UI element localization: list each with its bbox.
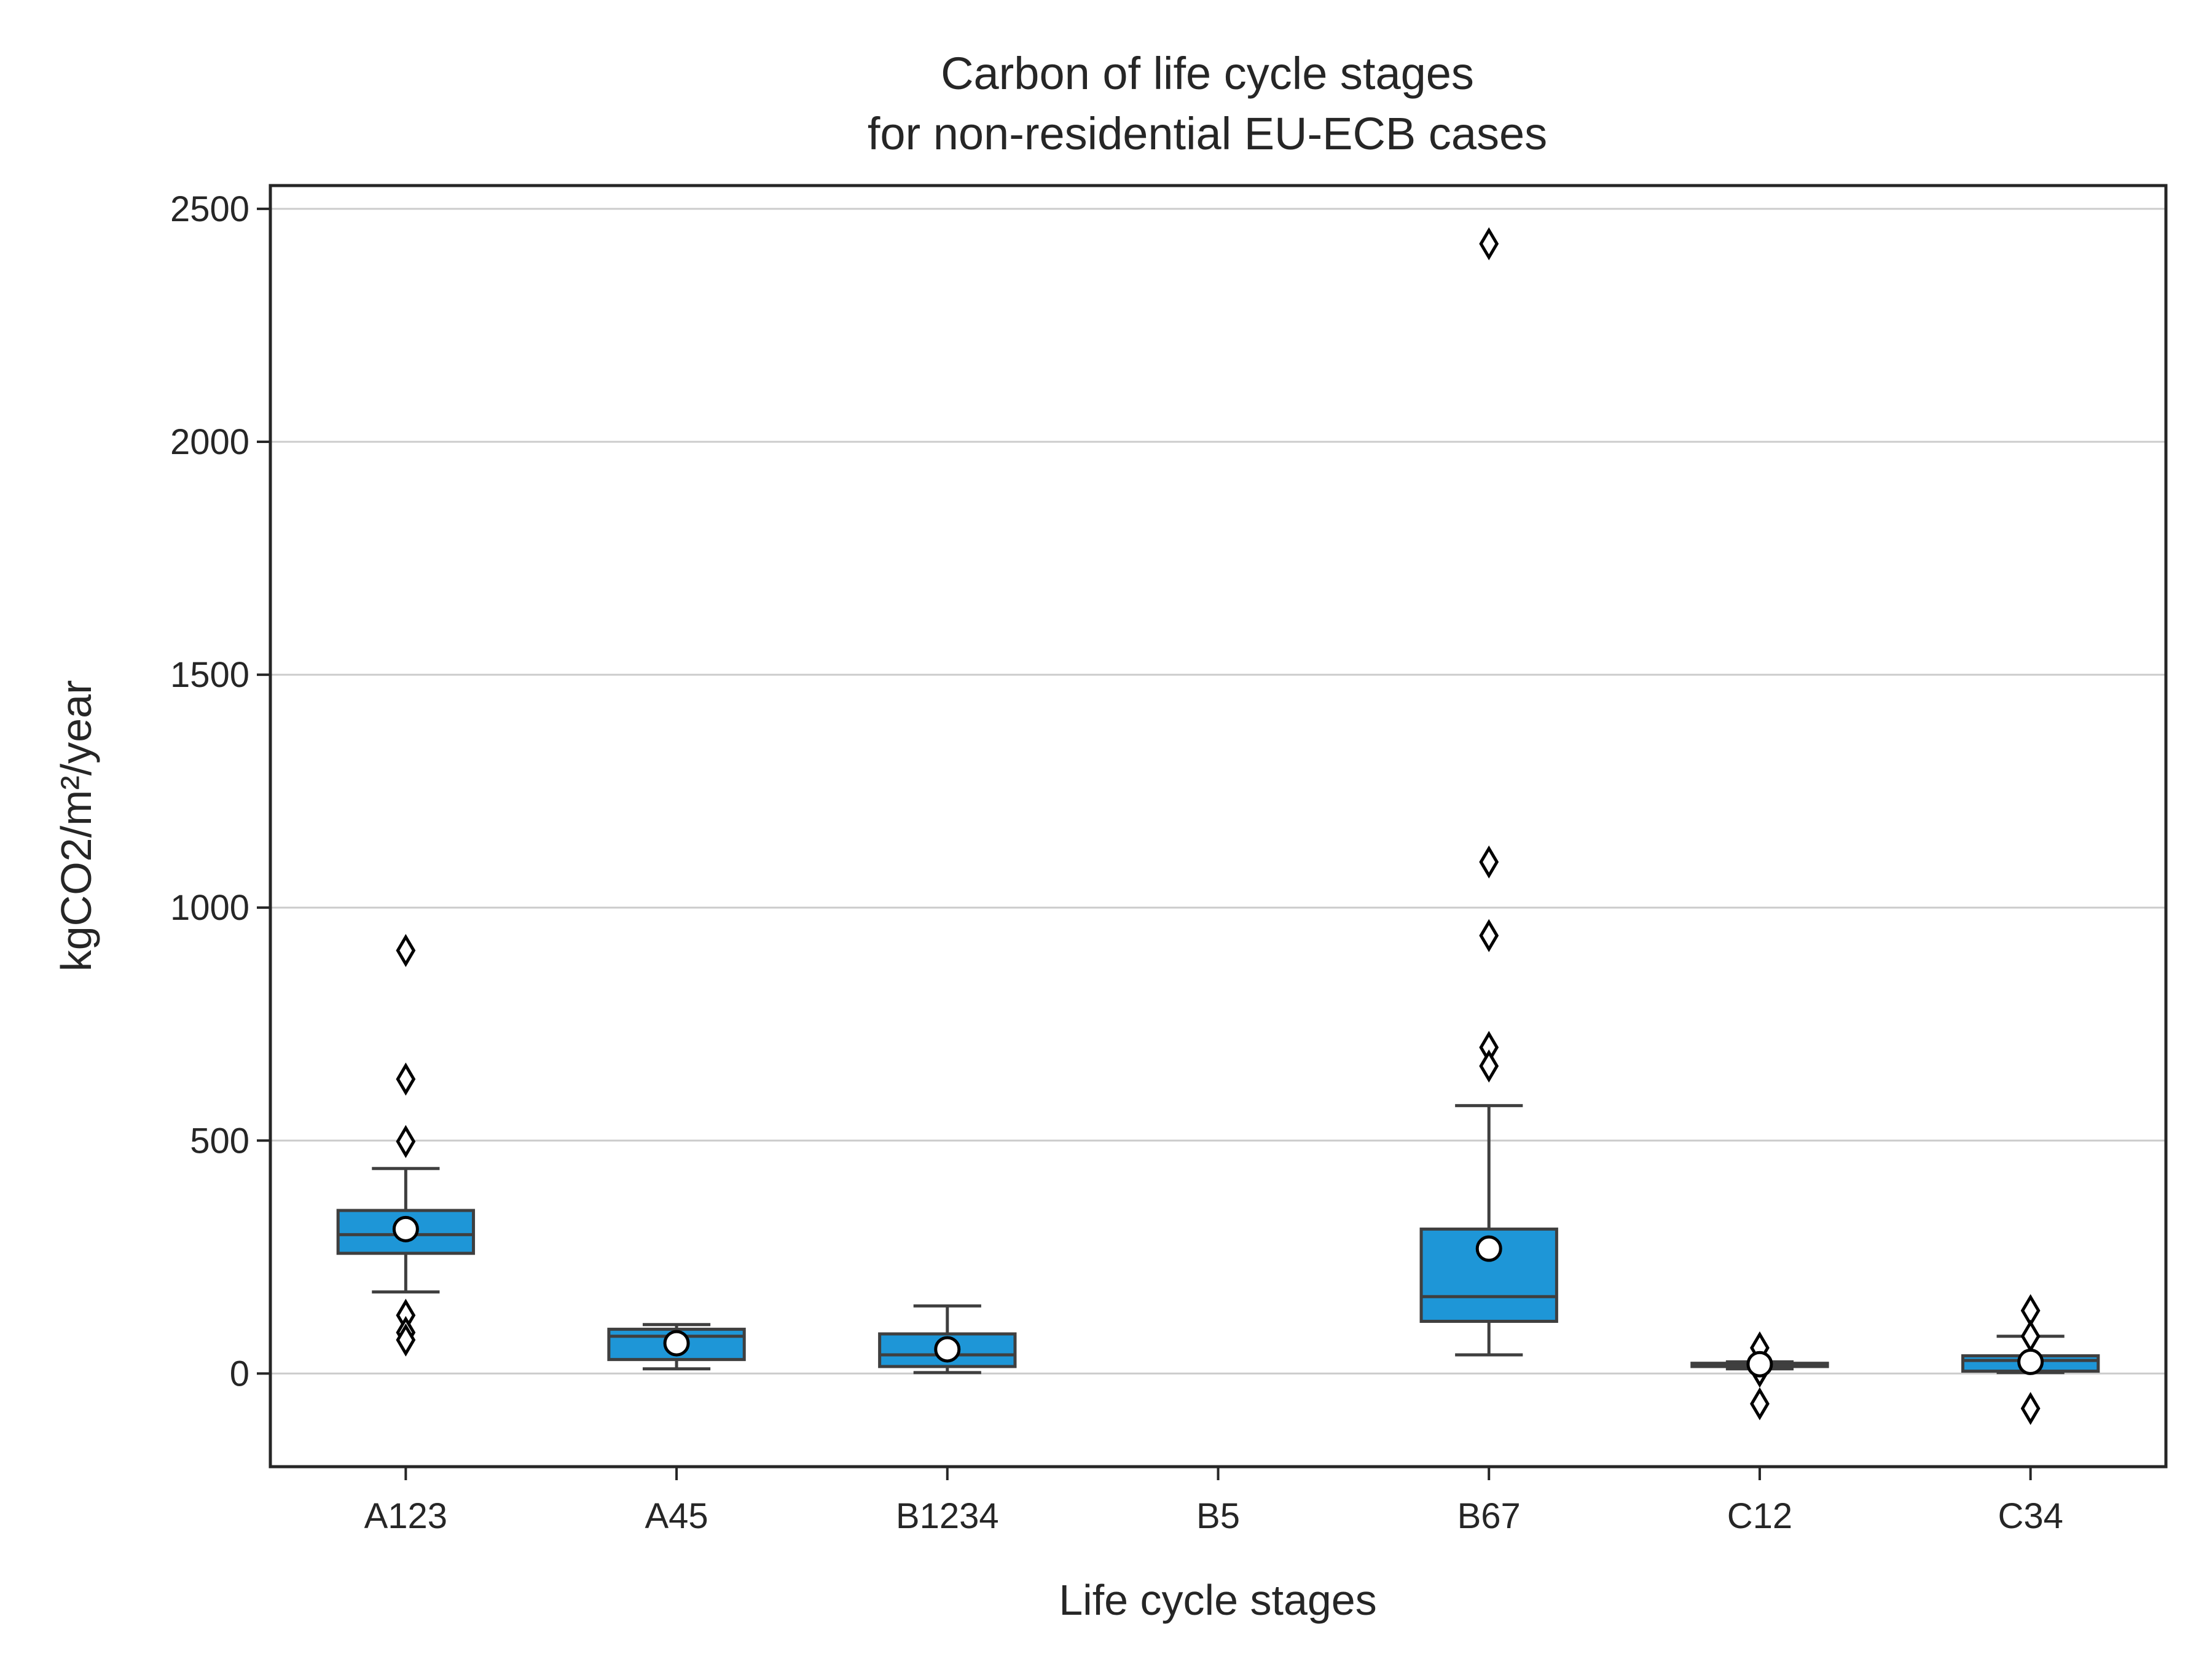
y-axis-label: kgCO2/m²/year [52,680,100,972]
y-tick-label: 0 [230,1354,249,1394]
outlier-point [1479,1049,1499,1083]
chart-title-line-2: for non-residential EU-ECB cases [868,108,1547,159]
box-group-c12 [1690,1331,1829,1421]
x-tick-label: C34 [1998,1496,2063,1536]
outlier-point [1750,1387,1770,1421]
y-tick-label: 2500 [170,189,249,229]
plot-area [336,227,2100,1426]
outlier-point [2020,1392,2041,1426]
box-group-b67 [1419,227,1558,1357]
mean-marker [2017,1348,2044,1375]
x-tick-label: A123 [364,1496,447,1536]
plot-frame [269,184,2168,1469]
y-tick-label: 1500 [170,655,249,695]
chart-title-line-1: Carbon of life cycle stages [941,48,1474,99]
y-tick-label: 1000 [170,888,249,928]
mean-marker [1475,1235,1502,1262]
outlier-point [396,934,416,967]
x-axis: A123 A45 B1234 B5 B67 C12 C34 [364,1467,2063,1536]
mean-marker [1746,1351,1773,1378]
y-tick-label: 2000 [170,422,249,462]
outlier-point [1479,919,1499,952]
x-tick-label: B1234 [896,1496,999,1536]
x-tick-label: C12 [1727,1496,1792,1536]
outlier-point [396,1323,416,1357]
gridlines [270,208,2166,1375]
outlier-point [2020,1319,2041,1353]
box-group-b1234 [878,1304,1017,1375]
x-tick-label: A45 [645,1496,708,1536]
outlier-point [1479,227,1499,261]
x-tick-label: B5 [1196,1496,1240,1536]
mean-marker [663,1330,690,1357]
outlier-point [396,1062,416,1096]
box-group-c34 [1961,1294,2100,1426]
mean-marker [934,1336,961,1363]
y-tick-label: 500 [190,1121,249,1161]
outlier-point [1479,845,1499,879]
y-axis: 0 500 1000 1500 2000 2500 [170,189,270,1394]
mean-marker [392,1215,419,1242]
x-axis-label: Life cycle stages [1059,1576,1376,1624]
box-group-a45 [607,1323,746,1371]
outlier-point [396,1124,416,1158]
box-group-a123 [336,934,476,1357]
x-tick-label: B67 [1457,1496,1521,1536]
